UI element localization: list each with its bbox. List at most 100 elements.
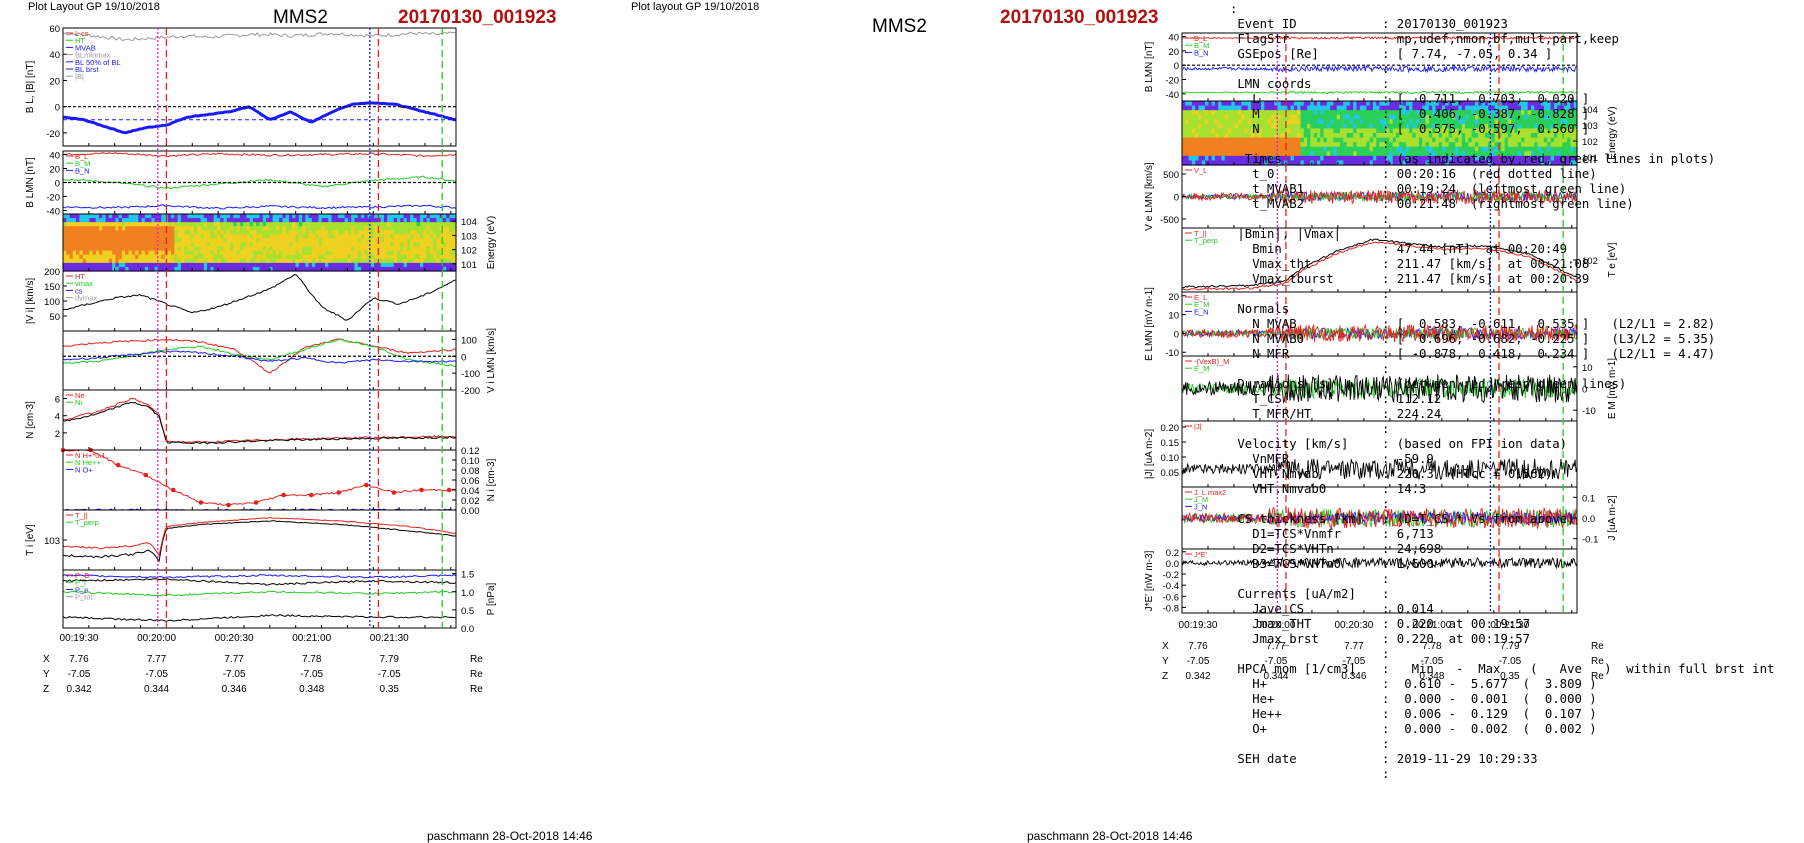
panel-right-2-cell [1274, 155, 1279, 162]
time-tick-label: 00:20:30 [1334, 620, 1373, 631]
info-line: : [1230, 422, 1800, 437]
panel-left-3-cell [449, 250, 454, 256]
panel-left-3-cell [331, 214, 336, 219]
position-unit: Re [470, 654, 483, 665]
panel-right-2-cell [1451, 151, 1456, 157]
panel-left-3-cell [82, 218, 87, 223]
panel-left-3-cell [184, 214, 189, 219]
info-value: : 224.24 [1382, 407, 1442, 421]
panel-left-3-cell [121, 250, 126, 256]
panel-left-3-cell [351, 246, 356, 252]
panel-left-3-cell [171, 218, 175, 223]
panel-right-2-cell [1353, 133, 1358, 139]
panel-left-3-cell [115, 230, 120, 235]
panel-right-2-cell [1376, 151, 1381, 157]
panel-right-2-cell [1461, 114, 1466, 120]
panel-left-3-cell [239, 234, 244, 240]
position-value: 7.79 [1500, 641, 1520, 652]
panel-right-2-cell [1504, 101, 1509, 107]
panel-left-3-cell [69, 254, 74, 260]
panel-left-3-cell [449, 234, 454, 240]
panel-left-3-cell [252, 214, 257, 219]
panel-left-3-cell [302, 250, 306, 256]
panel-right-2-cell [1379, 123, 1384, 130]
panel-right-2-cell [1241, 133, 1246, 139]
panel-left-3-cell [76, 222, 80, 227]
panel-right-2-cell [1349, 137, 1354, 143]
panel-right-2-cell [1514, 110, 1519, 116]
panel-right-2-cell [1280, 105, 1285, 111]
panel-right-2-cell [1333, 119, 1338, 125]
panel-right-2-cell [1326, 133, 1331, 139]
panel-left-3-cell [400, 242, 405, 248]
panel-left-3-cell [298, 238, 303, 244]
panel-left-3-cell [288, 254, 293, 260]
panel-left-3-cell [243, 234, 247, 240]
panel-left-3-cell [393, 262, 398, 268]
panel-left-3-cell [256, 218, 261, 223]
panel-right-2-cell [1343, 114, 1348, 120]
panel-right-6-ytick-label: -10 [1582, 406, 1596, 417]
panel-right-2-cell [1241, 160, 1246, 166]
panel-left-3-cell [112, 230, 116, 235]
panel-left-3-cell [393, 226, 398, 231]
panel-right-9-ytick-label: -0.6 [1163, 592, 1179, 603]
panel-left-3-cell [328, 234, 333, 240]
panel-left-3-cell [233, 242, 238, 248]
panel-right-2-cell [1303, 133, 1308, 139]
panel-right-2-cell [1211, 119, 1216, 125]
panel-left-3-cell [334, 250, 339, 256]
panel-right-2-cell [1188, 128, 1193, 134]
panel-right-2-cell [1218, 105, 1223, 111]
panel-right-2-cell [1389, 146, 1394, 152]
panel-left-3-cell [403, 226, 408, 231]
panel-left-3-cell [128, 250, 133, 256]
panel-left-3-cell [419, 246, 424, 252]
panel-right-2-cell [1241, 101, 1246, 107]
panel-left-3-cell [249, 262, 254, 268]
panel-left-3-cell [203, 250, 208, 256]
panel-left-3-cell [233, 262, 238, 268]
panel-right-2-cell [1514, 114, 1519, 120]
panel-right-2-cell [1563, 160, 1568, 166]
panel-left-3-cell [410, 254, 415, 260]
panel-left-3-cell [200, 214, 205, 219]
panel-right-2-cell [1182, 114, 1186, 120]
panel-left-3-cell [325, 234, 329, 240]
panel-left-3-cell [171, 254, 175, 260]
panel-right-2-cell [1234, 110, 1239, 116]
panel-right-2-cell [1550, 151, 1555, 157]
panel-left-3-cell [203, 258, 208, 264]
panel-right-2-cell [1303, 101, 1308, 107]
panel-right-2-cell [1261, 123, 1265, 130]
panel-left-3-cell [403, 238, 408, 244]
panel-left-3-cell [357, 214, 362, 219]
panel-left-3-cell [144, 226, 149, 231]
panel-right-2-cell [1310, 151, 1315, 157]
panel-right-2-cell [1201, 123, 1206, 130]
panel-right-2-cell [1563, 101, 1568, 107]
panel-right-2-cell [1221, 114, 1226, 120]
panel-right-2-cell [1422, 137, 1427, 143]
panel-right-2-cell [1461, 142, 1466, 148]
panel-right-2-cell [1376, 110, 1381, 116]
panel-left-3-cell [72, 218, 77, 223]
panel-right-2-cell [1267, 142, 1272, 148]
panel-right-3-ytick-label: 500 [1163, 170, 1179, 181]
info-key [1230, 422, 1382, 437]
panel-left-3-cell [272, 218, 277, 223]
info-key [1230, 572, 1382, 587]
panel-right-2-cell [1478, 114, 1483, 120]
panel-right-2-cell [1432, 155, 1437, 162]
panel-left-3-cell [138, 234, 143, 240]
panel-right-2-cell [1488, 142, 1493, 148]
panel-left-3-cell [102, 262, 107, 268]
panel-left-3-cell [246, 230, 251, 235]
panel-left-3-cell [272, 250, 277, 256]
panel-right-2-cell [1481, 101, 1486, 107]
panel-left-3-cell [305, 218, 310, 223]
panel-left-3-cell [325, 266, 329, 272]
panel-left-3-cell [383, 262, 388, 268]
